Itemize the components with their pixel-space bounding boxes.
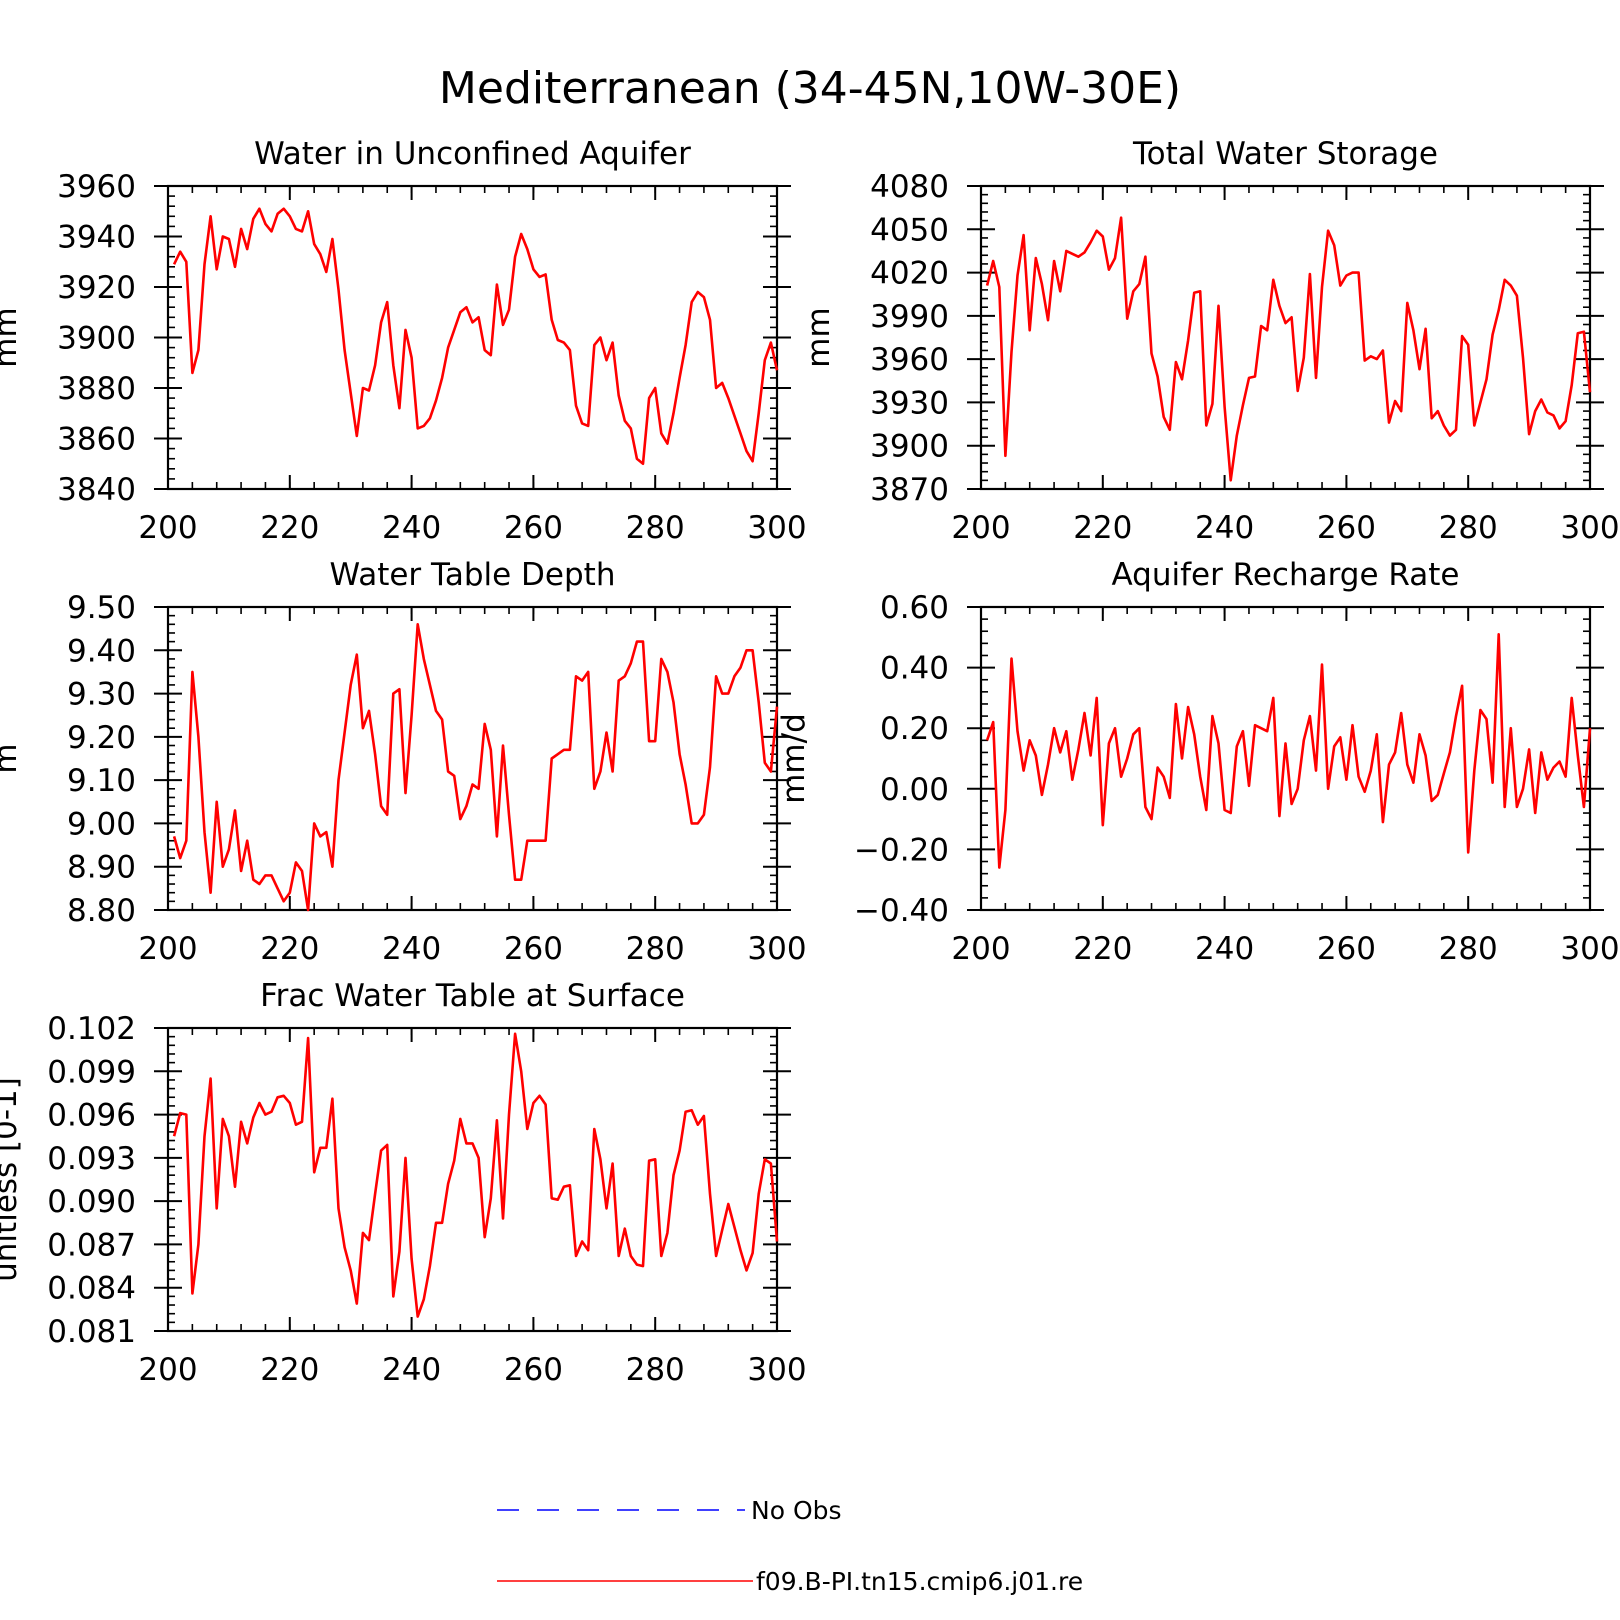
y-tick-label: 3930 bbox=[870, 385, 949, 421]
panel-title: Aquifer Recharge Rate bbox=[1112, 557, 1460, 593]
y-tick-label: 0.102 bbox=[47, 1011, 136, 1047]
x-tick-label: 240 bbox=[382, 1352, 441, 1388]
x-tick-label: 220 bbox=[260, 931, 319, 967]
panel-total-water-storage: 200 220 240 260 280 300 3870 3900 3930 3960 3990 40… bbox=[801, 136, 1620, 546]
x-tick-label: 200 bbox=[138, 510, 197, 546]
y-axis-label: unitless [0-1] bbox=[0, 1077, 24, 1282]
x-tick-label: 300 bbox=[747, 510, 806, 546]
x-tick-label: 200 bbox=[138, 931, 197, 967]
series-line bbox=[172, 207, 779, 466]
x-tick-label: 260 bbox=[504, 510, 563, 546]
y-tick-label: 3880 bbox=[57, 371, 136, 407]
y-tick-label: 3940 bbox=[57, 220, 136, 256]
x-tick-label: 280 bbox=[1439, 931, 1498, 967]
y-tick-label: 4050 bbox=[870, 212, 949, 248]
panels: 200 220 240 260 280 300 3840 3860 3880 3900 3920 39… bbox=[0, 136, 1620, 1388]
y-tick-label: 0.087 bbox=[47, 1227, 136, 1263]
y-tick-label: 0.096 bbox=[47, 1098, 136, 1134]
panel-recharge-rate: 200 220 240 260 280 300 −0.40 −0.20 0.00 0.20 0.40… bbox=[776, 557, 1620, 967]
plot-frame bbox=[166, 605, 779, 912]
panel-title: Water in Unconfined Aquifer bbox=[254, 136, 691, 172]
legend-label-no-obs: No Obs bbox=[751, 1496, 842, 1525]
legend-label-model: f09.B-PI.tn15.cmip6.j01.re bbox=[756, 1567, 1083, 1596]
y-tick-label: 4080 bbox=[870, 169, 949, 205]
y-tick-label: 0.093 bbox=[47, 1141, 136, 1177]
x-tick-label: 240 bbox=[1195, 510, 1254, 546]
x-tick-label: 260 bbox=[504, 931, 563, 967]
legend-item-model: f09.B-PI.tn15.cmip6.j01.re bbox=[497, 1567, 1083, 1596]
y-tick-label: 3960 bbox=[870, 342, 949, 378]
y-tick-label: 9.10 bbox=[67, 763, 136, 799]
x-tick-label: 220 bbox=[260, 510, 319, 546]
plot-frame bbox=[166, 1026, 779, 1333]
panel-title: Total Water Storage bbox=[1132, 136, 1438, 172]
x-tick-label: 220 bbox=[260, 1352, 319, 1388]
x-tick-label: 240 bbox=[382, 510, 441, 546]
y-tick-label: 8.90 bbox=[67, 850, 136, 886]
x-tick-label: 260 bbox=[1317, 931, 1376, 967]
y-tick-label: 3860 bbox=[57, 422, 136, 458]
y-tick-label: 0.084 bbox=[47, 1271, 136, 1307]
panel-title: Frac Water Table at Surface bbox=[260, 978, 685, 1014]
series-line bbox=[172, 622, 779, 912]
y-tick-label: 0.60 bbox=[880, 590, 949, 626]
y-axis-label: mm bbox=[0, 307, 24, 367]
y-tick-label: 3900 bbox=[57, 321, 136, 357]
series-line bbox=[985, 216, 1592, 482]
y-tick-label: −0.20 bbox=[854, 832, 949, 868]
x-tick-label: 260 bbox=[1317, 510, 1376, 546]
legend: No Obs f09.B-PI.tn15.cmip6.j01.re bbox=[497, 1496, 1083, 1596]
panel-water-table-depth: 200 220 240 260 280 300 8.80 8.90 9.00 9.10 9.20 9.… bbox=[0, 557, 807, 967]
x-tick-label: 220 bbox=[1073, 510, 1132, 546]
y-tick-label: 3870 bbox=[870, 472, 949, 508]
x-tick-label: 280 bbox=[626, 1352, 685, 1388]
y-tick-label: 0.20 bbox=[880, 711, 949, 747]
y-tick-label: 0.00 bbox=[880, 772, 949, 808]
y-tick-label: 8.80 bbox=[67, 893, 136, 929]
y-tick-label: 9.50 bbox=[67, 590, 136, 626]
y-tick-label: 3900 bbox=[870, 429, 949, 465]
series-line bbox=[985, 632, 1592, 869]
y-tick-label: 0.081 bbox=[47, 1314, 136, 1350]
y-tick-label: 9.00 bbox=[67, 806, 136, 842]
x-tick-label: 220 bbox=[1073, 931, 1132, 967]
x-tick-label: 280 bbox=[626, 931, 685, 967]
panel-frac-water-table: 200 220 240 260 280 300 0.081 0.084 0.087 0.090 0.… bbox=[0, 978, 807, 1388]
legend-item-no-obs: No Obs bbox=[497, 1496, 842, 1525]
series-line bbox=[172, 1032, 779, 1318]
x-tick-label: 280 bbox=[1439, 510, 1498, 546]
x-tick-label: 300 bbox=[1560, 510, 1619, 546]
plot-frame bbox=[979, 184, 1592, 491]
x-tick-label: 240 bbox=[1195, 931, 1254, 967]
x-tick-label: 280 bbox=[626, 510, 685, 546]
y-tick-label: 0.099 bbox=[47, 1054, 136, 1090]
x-tick-label: 260 bbox=[504, 1352, 563, 1388]
y-tick-label: 0.090 bbox=[47, 1184, 136, 1220]
y-axis-label: mm bbox=[801, 307, 837, 367]
figure-title: Mediterranean (34-45N,10W-30E) bbox=[439, 63, 1181, 114]
y-tick-label: 3840 bbox=[57, 472, 136, 508]
y-tick-label: 3990 bbox=[870, 299, 949, 335]
x-tick-label: 300 bbox=[747, 931, 806, 967]
y-tick-label: 0.40 bbox=[880, 651, 949, 687]
panel-aquifer-water: 200 220 240 260 280 300 3840 3860 3880 3900 3920 39… bbox=[0, 136, 807, 546]
x-tick-label: 200 bbox=[951, 931, 1010, 967]
y-axis-label: mm/d bbox=[776, 713, 812, 804]
y-tick-label: 9.40 bbox=[67, 633, 136, 669]
y-tick-label: 4020 bbox=[870, 256, 949, 292]
plot-frame bbox=[979, 605, 1592, 912]
y-tick-label: 9.20 bbox=[67, 720, 136, 756]
x-tick-label: 200 bbox=[951, 510, 1010, 546]
x-tick-label: 200 bbox=[138, 1352, 197, 1388]
y-tick-label: 3960 bbox=[57, 169, 136, 205]
panel-title: Water Table Depth bbox=[330, 557, 616, 593]
x-tick-label: 300 bbox=[1560, 931, 1619, 967]
y-tick-label: 9.30 bbox=[67, 677, 136, 713]
y-axis-label: m bbox=[0, 743, 24, 773]
y-tick-label: −0.40 bbox=[854, 893, 949, 929]
x-tick-label: 300 bbox=[747, 1352, 806, 1388]
x-tick-label: 240 bbox=[382, 931, 441, 967]
y-tick-label: 3920 bbox=[57, 270, 136, 306]
